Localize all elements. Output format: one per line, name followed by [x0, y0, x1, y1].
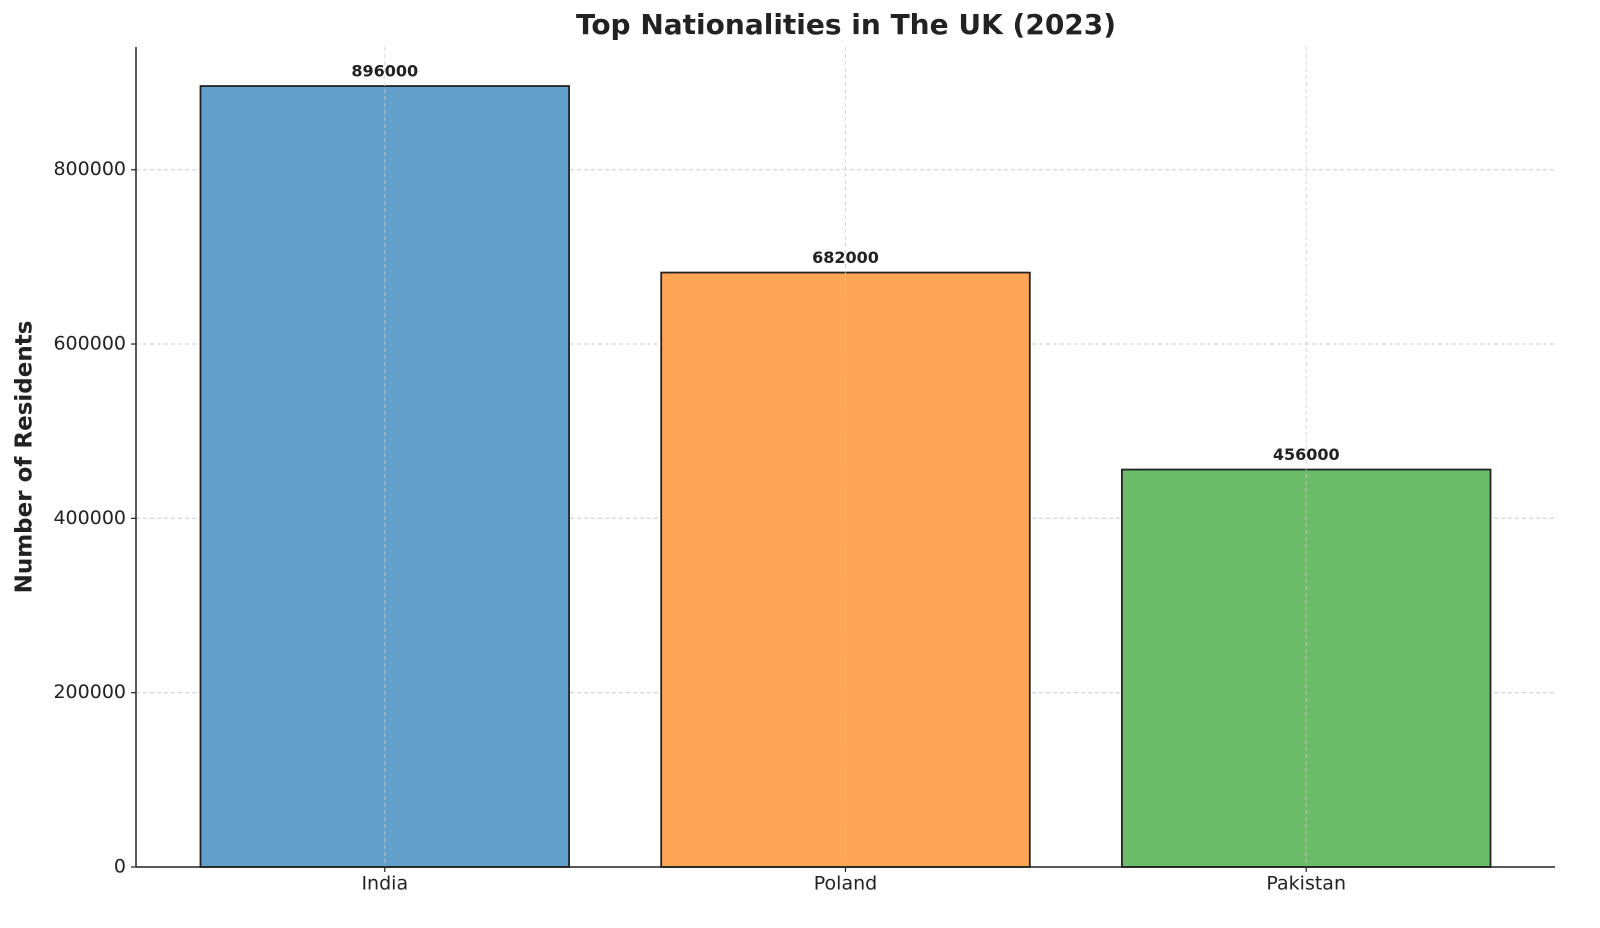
chart-title: Top Nationalities in The UK (2023)	[576, 8, 1116, 41]
x-tick-label: Pakistan	[1266, 873, 1346, 895]
y-tick-label: 600000	[53, 333, 126, 355]
bar	[1121, 468, 1492, 868]
x-tick-label: India	[361, 873, 408, 895]
y-tick-label: 200000	[53, 681, 126, 703]
y-axis-label: Number of Residents	[12, 321, 38, 594]
x-tick-label: Poland	[814, 873, 877, 895]
y-tick-label: 800000	[53, 158, 126, 180]
y-tick-label: 0	[114, 856, 126, 878]
y-tick-label: 400000	[53, 507, 126, 529]
